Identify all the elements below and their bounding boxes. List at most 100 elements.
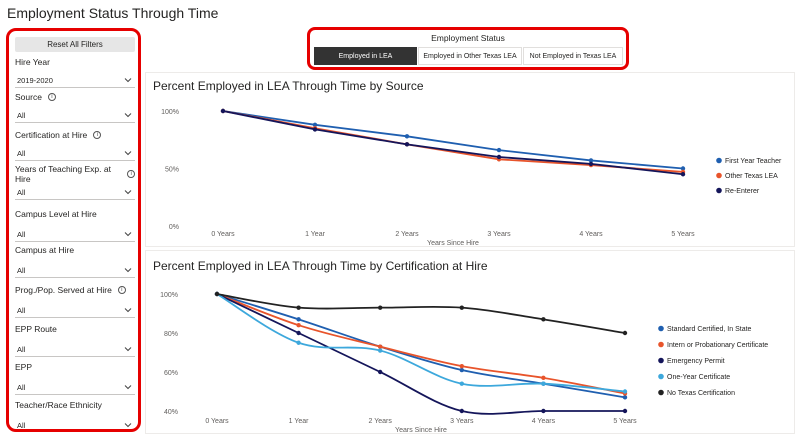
filter-label: Teacher/Race Ethnicity: [15, 399, 135, 410]
filter-hire-year: Hire Year 2019-2020: [15, 56, 135, 88]
filter-dropdown[interactable]: 2019-2020: [15, 74, 135, 88]
filter-label-text: Years of Teaching Exp. at Hire: [15, 163, 111, 184]
slicer-option-employed-in-other-texas-lea[interactable]: Employed in Other Texas LEA: [418, 47, 522, 65]
dropdown-value: 2019-2020: [17, 76, 53, 85]
chevron-down-icon: [123, 305, 133, 315]
chevron-down-icon: [123, 382, 133, 392]
data-point: [541, 317, 546, 322]
filter-label-text: Campus Level at Hire: [15, 208, 97, 219]
filter-label-text: Campus at Hire: [15, 244, 75, 255]
data-point: [296, 340, 301, 345]
legend-marker: [716, 187, 722, 194]
data-point: [378, 369, 383, 375]
x-axis-label: Years Since Hire: [427, 240, 479, 246]
filter-dropdown[interactable]: All: [15, 419, 135, 430]
filter-dropdown[interactable]: All: [15, 304, 135, 318]
legend-marker: [716, 172, 722, 179]
filter-dropdown[interactable]: All: [15, 381, 135, 395]
chevron-down-icon: [123, 187, 133, 197]
filter-label: Certification at Hire i: [15, 129, 135, 140]
filter-pane: Reset All Filters Hire Year 2019-2020 Sour…: [6, 28, 141, 432]
data-point: [296, 330, 301, 336]
chevron-down-icon: [123, 265, 133, 275]
slicer-option-not-employed-in-texas-lea[interactable]: Not Employed in Texas LEA: [523, 47, 623, 65]
filter-campus-at-hire: Campus at Hire All: [15, 244, 135, 278]
series-line: [222, 110, 684, 170]
series-line: [216, 293, 626, 399]
data-point: [220, 108, 226, 114]
filter-label-text: EPP Route: [15, 323, 57, 334]
info-icon[interactable]: i: [117, 285, 126, 294]
legend-label: First Year Teacher: [725, 158, 782, 165]
y-tick-label: 50%: [165, 167, 179, 174]
filter-years-of-teaching-exp-at-hire: Years of Teaching Exp. at Hire i All: [15, 164, 135, 200]
y-tick-label: 40%: [164, 409, 178, 416]
y-tick-label: 100%: [161, 109, 179, 116]
series-line: [216, 293, 626, 334]
x-tick-label: 4 Years: [579, 231, 603, 238]
chart-title: Percent Employed in LEA Through Time by …: [153, 79, 424, 93]
slicer-title: Employment Status: [431, 33, 505, 43]
series-line: [216, 293, 625, 415]
filter-dropdown[interactable]: All: [15, 147, 135, 161]
data-point: [404, 142, 410, 147]
y-tick-label: 0%: [169, 224, 179, 231]
chevron-down-icon: [123, 420, 133, 429]
legend-marker: [658, 389, 664, 396]
employment-status-slicer: Employment Status Employed in LEA Employ…: [307, 27, 629, 70]
filter-campus-level-at-hire: Campus Level at Hire All: [15, 208, 135, 242]
filter-dropdown[interactable]: All: [15, 109, 135, 123]
data-point: [296, 323, 301, 328]
filter-dropdown[interactable]: All: [15, 343, 135, 357]
data-point: [496, 154, 502, 160]
filter-dropdown[interactable]: All: [15, 228, 135, 242]
data-point: [541, 408, 546, 414]
legend-label: Intern or Probationary Certificate: [667, 342, 768, 349]
data-point: [214, 291, 220, 297]
x-axis-label: Years Since Hire: [395, 427, 447, 433]
filter-dropdown[interactable]: All: [15, 186, 135, 200]
data-point: [541, 375, 546, 381]
x-tick-label: 2 Years: [395, 231, 419, 238]
dropdown-value: All: [17, 306, 26, 315]
dropdown-value: All: [17, 421, 26, 430]
dropdown-value: All: [17, 230, 26, 239]
data-point: [312, 127, 318, 132]
filter-label: EPP: [15, 361, 135, 372]
filter-teacher-race-ethnicity: Teacher/Race Ethnicity All: [15, 399, 135, 429]
reset-all-filters-button[interactable]: Reset All Filters: [15, 37, 135, 52]
filter-label: Source i: [15, 91, 135, 102]
page-title: Employment Status Through Time: [7, 5, 219, 21]
dropdown-value: All: [17, 188, 26, 197]
x-tick-label: 2 Years: [369, 418, 393, 425]
chevron-down-icon: [123, 148, 133, 158]
filter-dropdown[interactable]: All: [15, 264, 135, 278]
filter-prog-pop-served-at-hire: Prog./Pop. Served at Hire i All: [15, 284, 135, 318]
x-tick-label: 3 Years: [487, 231, 511, 238]
dropdown-value: All: [17, 266, 26, 275]
info-icon[interactable]: i: [127, 169, 135, 178]
data-point: [378, 348, 383, 353]
series-line: [216, 293, 626, 393]
legend-marker: [716, 157, 722, 164]
filter-source: Source i All: [15, 91, 135, 123]
dropdown-value: All: [17, 345, 26, 354]
legend-label: Emergency Permit: [667, 358, 725, 365]
chevron-down-icon: [123, 344, 133, 354]
data-point: [496, 147, 502, 153]
legend-marker: [658, 325, 664, 332]
x-tick-label: 1 Year: [289, 418, 310, 425]
filter-label: Campus at Hire: [15, 244, 135, 255]
filter-label: Prog./Pop. Served at Hire i: [15, 284, 135, 295]
y-tick-label: 60%: [164, 370, 178, 377]
info-icon[interactable]: i: [93, 130, 102, 139]
legend-marker: [658, 373, 664, 380]
x-tick-label: 3 Years: [450, 418, 474, 425]
slicer-option-employed-in-lea[interactable]: Employed in LEA: [314, 47, 417, 65]
data-point: [459, 363, 464, 369]
line-chart-by-source: 0% 50% 100% 0 Years 1 Year 2 Years 3 Years 4 Ye…: [161, 108, 782, 246]
info-icon[interactable]: i: [47, 92, 56, 101]
data-point: [541, 381, 546, 386]
dropdown-value: All: [17, 383, 26, 392]
data-point: [680, 172, 686, 177]
